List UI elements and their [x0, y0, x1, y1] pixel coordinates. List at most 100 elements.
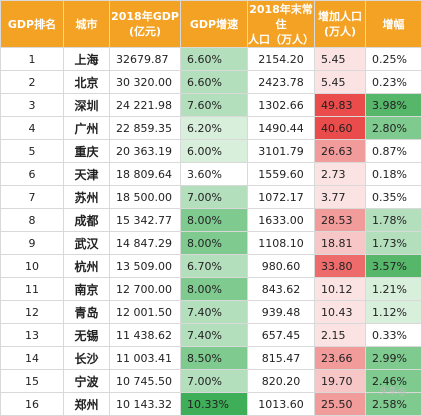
cell-gdp-growth: 8.00% [181, 278, 248, 301]
cell-population: 820.20 [248, 370, 315, 393]
cell-growth-ratio: 1.73% [366, 232, 421, 255]
cell-population-increase: 10.12 [315, 278, 366, 301]
cell-rank: 9 [1, 232, 64, 255]
cell-population: 1302.66 [248, 94, 315, 117]
cell-city: 宁波 [64, 370, 110, 393]
cell-population: 2423.78 [248, 71, 315, 94]
cell-gdp: 24 221.98 [110, 94, 181, 117]
header-population-2018-label: 2018年末常住 人口（万人） [248, 3, 314, 46]
cell-gdp-growth: 7.60% [181, 94, 248, 117]
cell-city: 郑州 [64, 393, 110, 416]
cell-rank: 14 [1, 347, 64, 370]
header-gdp-rank: GDP排名 [1, 1, 64, 48]
cell-population-increase: 3.77 [315, 186, 366, 209]
cell-growth-ratio: 0.87% [366, 140, 421, 163]
cell-population-increase: 49.83 [315, 94, 366, 117]
cell-growth-ratio: 0.18% [366, 163, 421, 186]
cell-rank: 6 [1, 163, 64, 186]
cell-rank: 16 [1, 393, 64, 416]
cell-rank: 15 [1, 370, 64, 393]
cell-city: 南京 [64, 278, 110, 301]
cell-gdp: 10 143.32 [110, 393, 181, 416]
header-growth-ratio: 增幅 [366, 1, 421, 48]
cell-city: 天津 [64, 163, 110, 186]
cell-population: 1072.17 [248, 186, 315, 209]
header-population-increase-label: 增加人口 (万人) [318, 10, 362, 38]
cell-population: 980.60 [248, 255, 315, 278]
cell-rank: 7 [1, 186, 64, 209]
cell-population-increase: 40.60 [315, 117, 366, 140]
cell-growth-ratio: 2.99% [366, 347, 421, 370]
cell-gdp: 14 847.29 [110, 232, 181, 255]
cell-gdp: 30 320.00 [110, 71, 181, 94]
cell-population: 1490.44 [248, 117, 315, 140]
cell-city: 青岛 [64, 301, 110, 324]
cell-gdp-growth: 8.00% [181, 209, 248, 232]
cell-population-increase: 25.50 [315, 393, 366, 416]
cell-rank: 11 [1, 278, 64, 301]
cell-gdp-growth: 6.60% [181, 71, 248, 94]
cell-city: 武汉 [64, 232, 110, 255]
cell-rank: 5 [1, 140, 64, 163]
header-gdp-rank-label: GDP排名 [8, 18, 56, 31]
cell-gdp: 13 509.00 [110, 255, 181, 278]
cell-population-increase: 23.66 [315, 347, 366, 370]
cell-growth-ratio: 1.21% [366, 278, 421, 301]
cell-city: 苏州 [64, 186, 110, 209]
cell-population-increase: 19.70 [315, 370, 366, 393]
header-population-2018: 2018年末常住 人口（万人） [248, 1, 315, 48]
cell-gdp-growth: 8.50% [181, 347, 248, 370]
cell-rank: 4 [1, 117, 64, 140]
header-growth-ratio-label: 增幅 [383, 18, 405, 31]
cell-rank: 13 [1, 324, 64, 347]
cell-growth-ratio: 2.80% [366, 117, 421, 140]
header-city-label: 城市 [76, 18, 98, 31]
header-gdp-2018-label: 2018年GDP (亿元) [111, 10, 179, 38]
cell-rank: 1 [1, 48, 64, 71]
cell-gdp-growth: 6.20% [181, 117, 248, 140]
cell-population: 1013.60 [248, 393, 315, 416]
cell-population: 1633.00 [248, 209, 315, 232]
cell-gdp-growth: 7.40% [181, 301, 248, 324]
table-header-row: GDP排名 城市 2018年GDP (亿元) GDP增速 2018年末常住 人口… [1, 1, 421, 48]
cell-city: 广州 [64, 117, 110, 140]
cell-gdp: 20 363.19 [110, 140, 181, 163]
cell-growth-ratio: 0.35% [366, 186, 421, 209]
cell-population: 1559.60 [248, 163, 315, 186]
header-population-increase: 增加人口 (万人) [315, 1, 366, 48]
cell-rank: 10 [1, 255, 64, 278]
cell-population-increase: 5.45 [315, 48, 366, 71]
cell-gdp: 18 500.00 [110, 186, 181, 209]
cell-rank: 2 [1, 71, 64, 94]
cell-city: 上海 [64, 48, 110, 71]
cell-population-increase: 5.45 [315, 71, 366, 94]
cell-gdp: 15 342.77 [110, 209, 181, 232]
header-city: 城市 [64, 1, 110, 48]
header-gdp-growth-label: GDP增速 [190, 18, 238, 31]
cell-rank: 12 [1, 301, 64, 324]
cell-gdp-growth: 10.33% [181, 393, 248, 416]
cell-population-increase: 2.15 [315, 324, 366, 347]
cell-growth-ratio: 0.33% [366, 324, 421, 347]
cell-growth-ratio: 0.23% [366, 71, 421, 94]
cell-gdp: 12 700.00 [110, 278, 181, 301]
cell-growth-ratio: 3.98% [366, 94, 421, 117]
header-gdp-growth: GDP增速 [181, 1, 248, 48]
cell-population: 1108.10 [248, 232, 315, 255]
